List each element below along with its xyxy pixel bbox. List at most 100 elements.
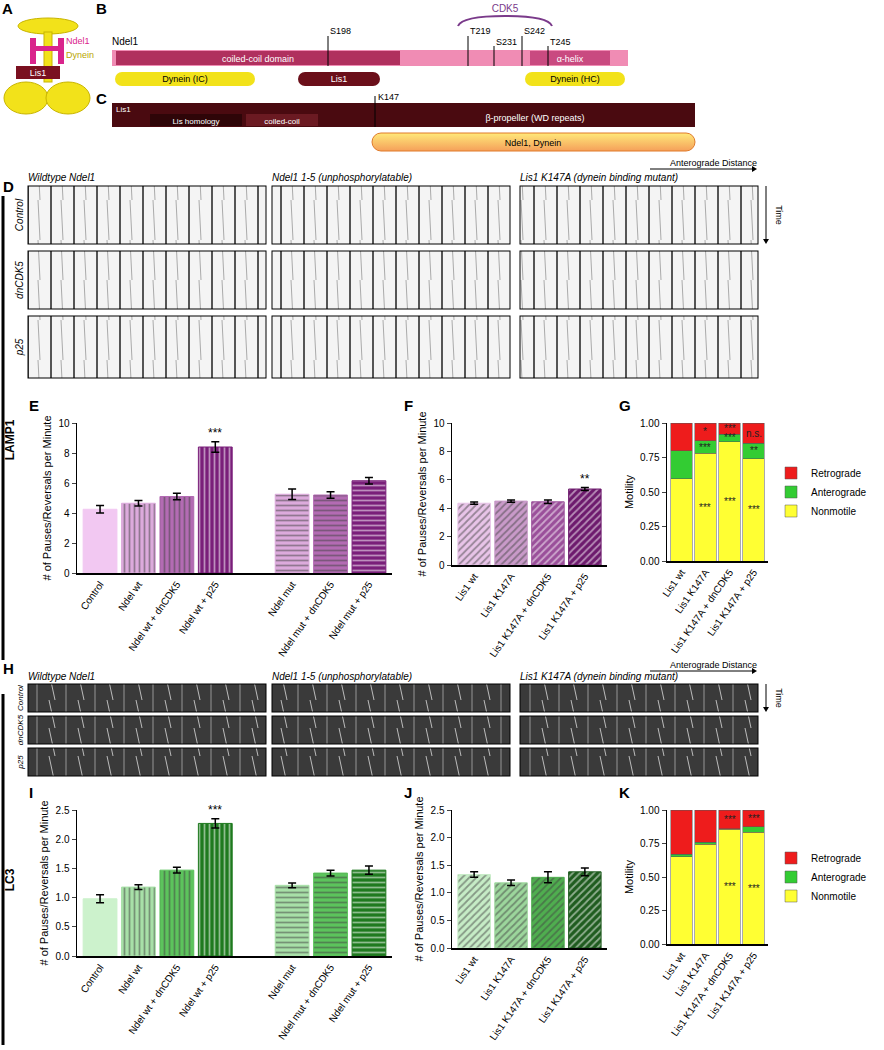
svg-text:Lis1 K147A: Lis1 K147A (478, 571, 517, 619)
svg-text:1.00: 1.00 (640, 805, 660, 816)
svg-text:0.75: 0.75 (640, 452, 660, 463)
svg-text:K147: K147 (378, 92, 399, 102)
svg-text:Ndel wt + p25: Ndel wt + p25 (177, 579, 221, 636)
svg-text:p25: p25 (16, 755, 25, 770)
svg-text:Lis1 K147A: Lis1 K147A (478, 954, 517, 1002)
svg-text:Control: Control (78, 962, 106, 995)
svg-text:0.25: 0.25 (640, 905, 660, 916)
svg-text:***: *** (724, 432, 736, 443)
svg-text:Lis1 K147A + p25: Lis1 K147A + p25 (705, 950, 759, 1021)
svg-text:1.00: 1.00 (640, 418, 660, 429)
svg-text:α-helix: α-helix (557, 54, 584, 64)
svg-text:Dynein: Dynein (66, 50, 94, 60)
svg-text:Ndel mut + p25: Ndel mut + p25 (327, 962, 375, 1024)
svg-text:p25: p25 (14, 338, 25, 356)
svg-text:Ndel wt + dnCDK5: Ndel wt + dnCDK5 (126, 962, 183, 1036)
svg-text:0: 0 (64, 568, 70, 579)
svg-text:Anterograde Distance: Anterograde Distance (670, 660, 757, 670)
svg-text:2: 2 (439, 531, 445, 542)
svg-text:Time: Time (774, 688, 784, 708)
svg-text:0.50: 0.50 (640, 487, 660, 498)
svg-text:# of Pauses/Reversals per Minu: # of Pauses/Reversals per Minute (413, 796, 425, 961)
svg-text:dnCDK5: dnCDK5 (16, 714, 25, 745)
svg-text:***: *** (724, 881, 736, 892)
svg-text:# of Pauses/Reversals per Minu: # of Pauses/Reversals per Minute (41, 415, 53, 580)
svg-text:***: *** (724, 496, 736, 507)
svg-text:Ndel1, Dynein: Ndel1, Dynein (505, 138, 562, 148)
svg-text:1.0: 1.0 (431, 887, 445, 898)
svg-text:***: *** (748, 813, 760, 824)
svg-text:8: 8 (439, 446, 445, 457)
svg-text:6: 6 (439, 474, 445, 485)
svg-text:S242: S242 (524, 26, 545, 36)
svg-text:Motility: Motility (623, 859, 635, 894)
svg-text:Anterograde: Anterograde (811, 487, 866, 498)
svg-text:Lis1 wt: Lis1 wt (660, 950, 687, 982)
svg-text:***: *** (748, 504, 760, 515)
svg-text:Dynein (HC): Dynein (HC) (550, 74, 600, 84)
svg-text:H: H (3, 660, 14, 677)
svg-text:Nonmotile: Nonmotile (811, 891, 856, 902)
svg-text:G: G (619, 397, 631, 414)
svg-text:0.00: 0.00 (640, 939, 660, 950)
svg-text:Ndel1: Ndel1 (112, 36, 139, 47)
svg-text:Lis homology: Lis homology (172, 117, 219, 126)
svg-text:Lis1: Lis1 (30, 68, 47, 78)
svg-text:LC3: LC3 (3, 868, 17, 891)
svg-text:dnCDK5: dnCDK5 (14, 261, 25, 299)
svg-text:Ndel1: Ndel1 (66, 36, 90, 46)
svg-text:*: * (703, 426, 707, 437)
svg-text:***: *** (699, 502, 711, 513)
svg-text:Ndel wt + p25: Ndel wt + p25 (177, 962, 221, 1019)
svg-text:Lis1 K147A + p25: Lis1 K147A + p25 (705, 567, 759, 638)
svg-text:Nonmotile: Nonmotile (811, 506, 856, 517)
svg-text:***: *** (724, 423, 736, 434)
svg-text:0.0: 0.0 (431, 943, 445, 954)
svg-text:Lis1 K147A: Lis1 K147A (673, 567, 712, 615)
svg-text:***: *** (699, 442, 711, 453)
svg-text:2.5: 2.5 (431, 805, 445, 816)
svg-text:Lis1: Lis1 (116, 105, 131, 114)
svg-text:1.5: 1.5 (431, 860, 445, 871)
svg-text:0: 0 (439, 560, 445, 571)
svg-text:Control: Control (78, 579, 106, 612)
svg-text:1.5: 1.5 (56, 863, 70, 874)
svg-text:Retrograde: Retrograde (811, 853, 861, 864)
svg-text:E: E (29, 397, 39, 414)
svg-text:Lis1 K147A + dnCDK5: Lis1 K147A + dnCDK5 (669, 567, 735, 655)
svg-text:2.0: 2.0 (56, 834, 70, 845)
svg-text:n.s.: n.s. (746, 428, 762, 439)
svg-text:1.0: 1.0 (56, 892, 70, 903)
svg-text:4: 4 (64, 508, 70, 519)
svg-text:Lis1 K147A + p25: Lis1 K147A + p25 (536, 954, 590, 1025)
svg-text:Ndel mut + dnCDK5: Ndel mut + dnCDK5 (276, 962, 336, 1042)
svg-text:Wildtype Ndel1: Wildtype Ndel1 (28, 671, 95, 682)
svg-text:S198: S198 (330, 26, 351, 36)
svg-text:β-propeller (WD repeats): β-propeller (WD repeats) (485, 113, 584, 123)
svg-text:0.25: 0.25 (640, 521, 660, 532)
svg-text:B: B (96, 0, 107, 17)
svg-text:2: 2 (64, 538, 70, 549)
svg-text:8: 8 (64, 448, 70, 459)
svg-text:Ndel mut + dnCDK5: Ndel mut + dnCDK5 (276, 579, 336, 659)
svg-text:K: K (619, 784, 630, 801)
svg-text:Motility: Motility (623, 474, 635, 509)
svg-text:S231: S231 (496, 37, 517, 47)
svg-text:Ndel1 1-5 (unphosphorylatable): Ndel1 1-5 (unphosphorylatable) (272, 671, 412, 682)
svg-text:Lis1: Lis1 (331, 74, 348, 84)
svg-text:Ndel mut: Ndel mut (266, 579, 298, 618)
svg-text:Lis1 K147A (dynein binding mut: Lis1 K147A (dynein binding mutant) (520, 172, 678, 183)
svg-text:D: D (3, 178, 14, 195)
svg-text:10: 10 (433, 418, 445, 429)
svg-text:Ndel1 1-5 (unphosphorylatable): Ndel1 1-5 (unphosphorylatable) (272, 172, 412, 183)
svg-text:Time: Time (774, 205, 784, 225)
svg-text:0.5: 0.5 (56, 921, 70, 932)
svg-text:***: *** (208, 803, 222, 817)
svg-text:T219: T219 (470, 26, 491, 36)
svg-text:C: C (96, 90, 107, 107)
svg-text:Lis1 K147A + dnCDK5: Lis1 K147A + dnCDK5 (487, 571, 553, 659)
svg-text:Control: Control (16, 685, 25, 711)
svg-text:A: A (2, 0, 13, 17)
svg-text:Lis1 K147A (dynein binding mut: Lis1 K147A (dynein binding mutant) (520, 671, 678, 682)
svg-text:Lis1 wt: Lis1 wt (660, 567, 687, 599)
